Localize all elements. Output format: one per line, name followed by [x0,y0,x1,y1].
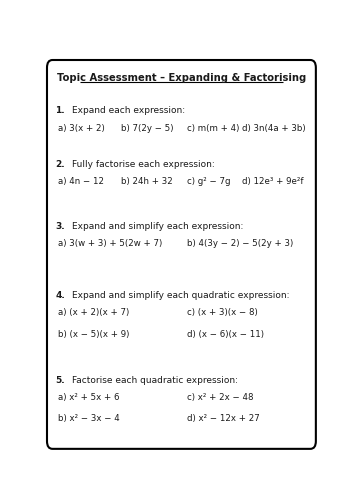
Text: b) 24h + 32: b) 24h + 32 [121,178,173,186]
Text: 3.: 3. [55,222,65,230]
Text: c) (x + 3)(x − 8): c) (x + 3)(x − 8) [187,308,258,318]
Text: b) (x − 5)(x + 9): b) (x − 5)(x + 9) [58,330,129,338]
Text: d) (x − 6)(x − 11): d) (x − 6)(x − 11) [187,330,264,338]
Text: a) 3(x + 2): a) 3(x + 2) [58,124,105,132]
Text: b) 4(3y − 2) − 5(2y + 3): b) 4(3y − 2) − 5(2y + 3) [187,239,293,248]
Text: d) 12e³ + 9e²f: d) 12e³ + 9e²f [242,178,303,186]
Text: c) x² + 2x − 48: c) x² + 2x − 48 [187,393,253,402]
Text: c) g² − 7g: c) g² − 7g [187,178,230,186]
Text: Fully factorise each expression:: Fully factorise each expression: [72,160,215,169]
Text: Expand each expression:: Expand each expression: [72,106,185,115]
Text: d) x² − 12x + 27: d) x² − 12x + 27 [187,414,260,423]
Text: a) (x + 2)(x + 7): a) (x + 2)(x + 7) [58,308,129,318]
Text: a) 3(w + 3) + 5(2w + 7): a) 3(w + 3) + 5(2w + 7) [58,239,162,248]
Text: 5.: 5. [55,376,65,384]
Text: b) x² − 3x − 4: b) x² − 3x − 4 [58,414,120,423]
Text: Expand and simplify each quadratic expression:: Expand and simplify each quadratic expre… [72,291,289,300]
Text: c) m(m + 4): c) m(m + 4) [187,124,239,132]
FancyBboxPatch shape [47,60,316,449]
Text: Expand and simplify each expression:: Expand and simplify each expression: [72,222,243,230]
Text: 4.: 4. [55,291,65,300]
Text: a) x² + 5x + 6: a) x² + 5x + 6 [58,393,119,402]
Text: d) 3n(4a + 3b): d) 3n(4a + 3b) [242,124,306,132]
Text: Topic Assessment – Expanding & Factorising: Topic Assessment – Expanding & Factorisi… [57,74,306,84]
Text: 2.: 2. [55,160,65,169]
Text: b) 7(2y − 5): b) 7(2y − 5) [121,124,173,132]
Text: Factorise each quadratic expression:: Factorise each quadratic expression: [72,376,238,384]
Text: a) 4n − 12: a) 4n − 12 [58,178,104,186]
Text: 1.: 1. [55,106,65,115]
